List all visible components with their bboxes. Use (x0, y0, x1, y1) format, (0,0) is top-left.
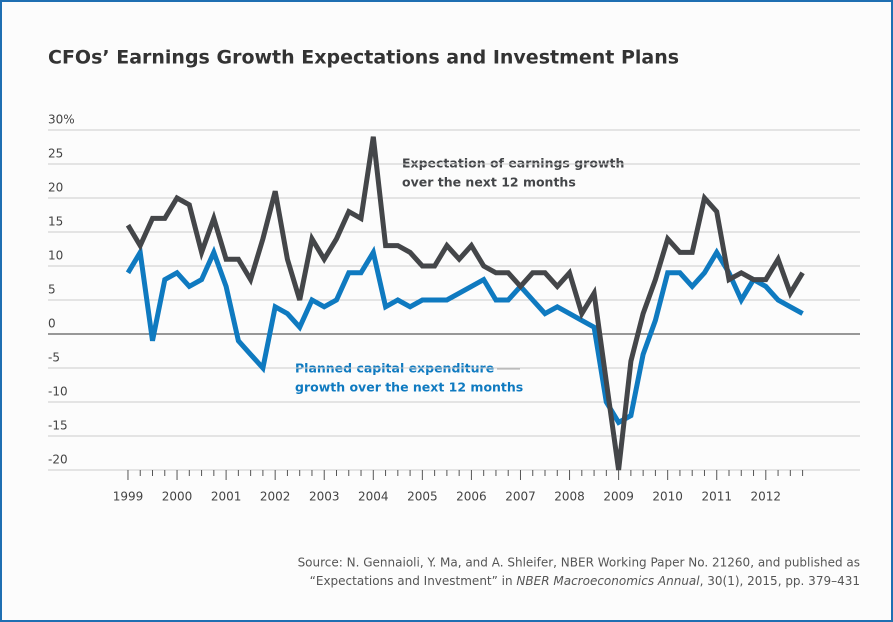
line-series (125, 136, 805, 471)
source: “Expectations and Investment” in (310, 574, 517, 588)
source: “Expectations and Investment” in NBER Ma… (310, 574, 860, 588)
y-tick-label: -10 (48, 385, 68, 399)
x-tick-label: 2000 (162, 490, 193, 504)
x-tick-label: 2006 (456, 490, 487, 504)
line-series (125, 245, 804, 426)
source: Source: N. Gennaioli, Y. Ma, and A. Shle… (298, 556, 860, 570)
series-label: growth over the next 12 months (295, 380, 523, 395)
x-tick-label: 2002 (260, 490, 291, 504)
source: NBER Macroeconomics Annual (516, 574, 700, 588)
series-label: Expectation of earnings growth (402, 156, 624, 171)
x-tick-label: 2003 (309, 490, 340, 504)
x-tick-label: 2005 (407, 490, 438, 504)
x-tick-label: 1999 (113, 490, 144, 504)
x-tick-label: 2011 (701, 490, 732, 504)
y-tick-label: -15 (48, 419, 68, 433)
y-tick-label: 10 (48, 249, 63, 263)
y-tick-label: 20 (48, 181, 63, 195)
x-tick-label: 2001 (211, 490, 242, 504)
x-tick-label: 2004 (358, 490, 389, 504)
y-tick-label: 25 (48, 147, 63, 161)
y-tick-label: 15 (48, 215, 63, 229)
source: , 30(1), 2015, pp. 379–431 (700, 574, 860, 588)
series-label: over the next 12 months (402, 175, 576, 190)
x-tick-label: 2007 (505, 490, 536, 504)
y-tick-label: -5 (48, 351, 60, 365)
x-tick-label: 2010 (652, 490, 683, 504)
y-tick-label: 5 (48, 283, 56, 297)
y-tick-label: 30% (48, 113, 75, 127)
x-tick-label: 2008 (554, 490, 585, 504)
x-tick-label: 2009 (603, 490, 634, 504)
x-tick-label: 2012 (751, 490, 782, 504)
chart-title: CFOs’ Earnings Growth Expectations and I… (48, 47, 679, 69)
y-tick-label: -20 (48, 453, 68, 467)
y-tick-label: 0 (48, 317, 56, 331)
